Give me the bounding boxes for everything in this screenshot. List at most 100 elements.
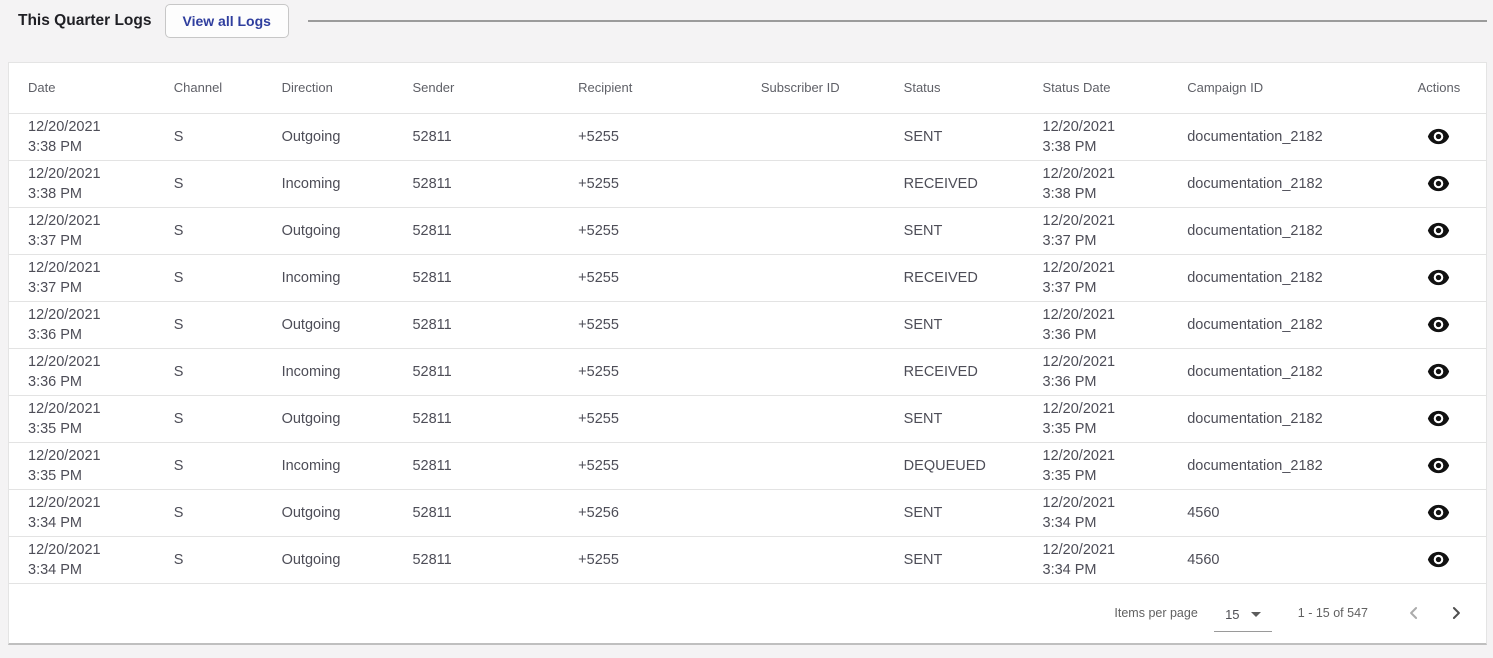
cell-channel: S <box>154 113 263 161</box>
cell-status-date: 12/20/2021 3:34 PM <box>1023 536 1169 584</box>
eye-icon <box>1428 316 1450 333</box>
column-header-channel: Channel <box>154 63 263 114</box>
status-date-line2: 3:38 PM <box>1042 138 1097 155</box>
prev-page-button[interactable] <box>1398 597 1430 629</box>
cell-channel: S <box>154 489 263 537</box>
cell-date: 12/20/2021 3:38 PM <box>9 160 155 208</box>
column-header-campaign-id: Campaign ID <box>1168 63 1402 114</box>
view-log-button[interactable] <box>1421 171 1456 196</box>
table-row: 12/20/2021 3:38 PM S Incoming 52811 +525… <box>9 160 1486 208</box>
cell-channel: S <box>154 536 263 584</box>
cell-campaign-id: documentation_2182 <box>1168 348 1402 396</box>
view-all-logs-button[interactable]: View all Logs <box>164 4 289 38</box>
cell-subscriber-id <box>741 301 885 349</box>
cell-channel: S <box>154 348 263 396</box>
view-log-button[interactable] <box>1421 265 1456 290</box>
cell-date: 12/20/2021 3:36 PM <box>9 348 155 396</box>
cell-sender: 52811 <box>393 348 560 396</box>
cell-campaign-id: documentation_2182 <box>1168 254 1402 302</box>
log-date-line1: 12/20/2021 <box>28 541 101 558</box>
cell-sender: 52811 <box>393 113 560 161</box>
cell-status: DEQUEUED <box>884 442 1024 490</box>
log-date-line2: 3:36 PM <box>28 326 82 343</box>
view-log-button[interactable] <box>1421 547 1456 572</box>
cell-channel: S <box>154 442 263 490</box>
status-date-line2: 3:35 PM <box>1042 420 1097 437</box>
log-date-line1: 12/20/2021 <box>28 306 101 323</box>
cell-direction: Outgoing <box>262 301 394 349</box>
cell-status-date: 12/20/2021 3:35 PM <box>1023 395 1169 443</box>
cell-channel: S <box>154 160 263 208</box>
cell-status-date: 12/20/2021 3:38 PM <box>1023 160 1169 208</box>
cell-direction: Outgoing <box>262 489 394 537</box>
eye-icon <box>1428 504 1450 521</box>
cell-status: SENT <box>884 301 1024 349</box>
log-date-line2: 3:34 PM <box>28 561 82 578</box>
view-log-button[interactable] <box>1421 406 1456 431</box>
cell-subscriber-id <box>741 348 885 396</box>
eye-icon <box>1428 410 1450 427</box>
cell-campaign-id: documentation_2182 <box>1168 395 1402 443</box>
status-date-line2: 3:35 PM <box>1042 467 1097 484</box>
logs-table-body: 12/20/2021 3:38 PM S Outgoing 52811 +525… <box>9 113 1486 584</box>
cell-actions <box>1401 348 1486 396</box>
cell-recipient: +5255 <box>559 348 742 396</box>
view-log-button[interactable] <box>1421 500 1456 525</box>
log-date-line2: 3:37 PM <box>28 279 82 296</box>
log-date-line2: 3:37 PM <box>28 232 82 249</box>
table-row: 12/20/2021 3:37 PM S Incoming 52811 +525… <box>9 254 1486 302</box>
cell-subscriber-id <box>741 442 885 490</box>
cell-sender: 52811 <box>393 254 560 302</box>
status-date-line2: 3:34 PM <box>1042 561 1097 578</box>
log-date-line2: 3:38 PM <box>28 185 82 202</box>
cell-campaign-id: documentation_2182 <box>1168 113 1402 161</box>
view-log-button[interactable] <box>1421 218 1456 243</box>
column-header-direction: Direction <box>262 63 394 114</box>
cell-campaign-id: documentation_2182 <box>1168 160 1402 208</box>
status-date-line1: 12/20/2021 <box>1042 306 1116 323</box>
status-date-line1: 12/20/2021 <box>1042 212 1116 229</box>
cell-channel: S <box>154 207 263 255</box>
status-date-line1: 12/20/2021 <box>1042 494 1116 511</box>
page-title: This Quarter Logs <box>18 12 152 29</box>
cell-actions <box>1401 489 1486 537</box>
view-log-button[interactable] <box>1421 359 1456 384</box>
status-date-line1: 12/20/2021 <box>1042 165 1116 182</box>
page-size-dropdown[interactable]: 15 <box>1213 605 1272 632</box>
cell-status: SENT <box>884 207 1024 255</box>
status-date-line1: 12/20/2021 <box>1042 400 1116 417</box>
eye-icon <box>1428 551 1450 568</box>
log-date-line1: 12/20/2021 <box>28 494 101 511</box>
cell-date: 12/20/2021 3:37 PM <box>9 254 155 302</box>
cell-date: 12/20/2021 3:34 PM <box>9 536 155 584</box>
logs-table-card: Date Channel Direction Sender Recipient … <box>8 62 1487 645</box>
table-row: 12/20/2021 3:36 PM S Outgoing 52811 +525… <box>9 301 1486 349</box>
cell-sender: 52811 <box>393 442 560 490</box>
page-header: This Quarter Logs View all Logs <box>0 0 1493 42</box>
cell-subscriber-id <box>741 207 885 255</box>
cell-recipient: +5256 <box>559 489 742 537</box>
cell-sender: 52811 <box>393 489 560 537</box>
cell-date: 12/20/2021 3:36 PM <box>9 301 155 349</box>
cell-date: 12/20/2021 3:38 PM <box>9 113 155 161</box>
log-date-line1: 12/20/2021 <box>28 447 101 464</box>
items-per-page-label: Items per page <box>1114 606 1198 620</box>
cell-status-date: 12/20/2021 3:35 PM <box>1023 442 1169 490</box>
cell-sender: 52811 <box>393 207 560 255</box>
column-header-status: Status <box>884 63 1024 114</box>
log-date-line1: 12/20/2021 <box>28 259 101 276</box>
cell-date: 12/20/2021 3:34 PM <box>9 489 155 537</box>
cell-status: SENT <box>884 113 1024 161</box>
cell-status-date: 12/20/2021 3:34 PM <box>1023 489 1169 537</box>
status-date-line2: 3:36 PM <box>1042 373 1097 390</box>
table-row: 12/20/2021 3:35 PM S Outgoing 52811 +525… <box>9 395 1486 443</box>
cell-recipient: +5255 <box>559 160 742 208</box>
eye-icon <box>1428 363 1450 380</box>
view-log-button[interactable] <box>1421 124 1456 149</box>
cell-direction: Outgoing <box>262 536 394 584</box>
view-log-button[interactable] <box>1421 312 1456 337</box>
cell-actions <box>1401 160 1486 208</box>
view-log-button[interactable] <box>1421 453 1456 478</box>
column-header-subscriber-id: Subscriber ID <box>741 63 885 114</box>
next-page-button[interactable] <box>1440 597 1472 629</box>
